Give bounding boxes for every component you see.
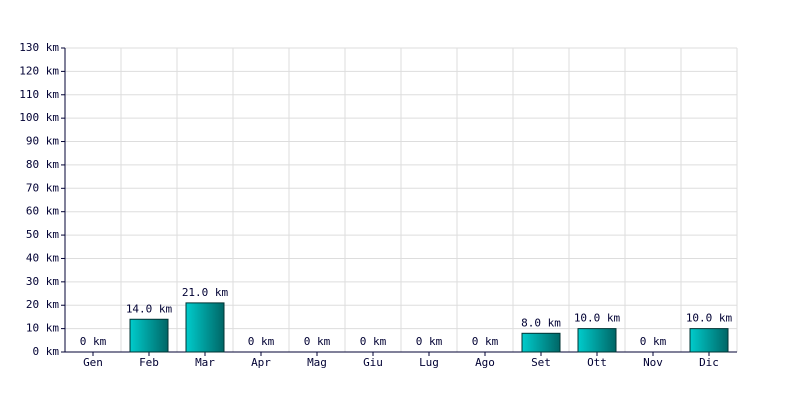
bar: [129, 318, 169, 353]
y-tick-label: 20 km: [26, 298, 59, 311]
x-tick-label: Gen: [83, 356, 103, 369]
bar: [521, 332, 561, 353]
y-tick-label: 80 km: [26, 158, 59, 171]
y-tick-label: 120 km: [19, 64, 59, 77]
value-label: 14.0 km: [126, 302, 173, 315]
y-tick-label: 10 km: [26, 322, 59, 335]
bar: [577, 328, 617, 353]
value-label: 0 km: [640, 335, 667, 348]
x-tick-label: Giu: [363, 356, 383, 369]
y-tick-label: 110 km: [19, 88, 59, 101]
value-label: 0 km: [360, 335, 387, 348]
y-tick-label: 70 km: [26, 181, 59, 194]
value-label: 21.0 km: [182, 286, 229, 299]
x-tick-label: Nov: [643, 356, 663, 369]
x-tick-label: Apr: [251, 356, 271, 369]
bar: [185, 302, 225, 353]
value-label: 0 km: [416, 335, 443, 348]
value-label: 10.0 km: [686, 312, 733, 325]
value-label: 0 km: [472, 335, 499, 348]
value-label: 0 km: [80, 335, 107, 348]
value-label: 10.0 km: [574, 312, 621, 325]
y-tick-label: 100 km: [19, 111, 59, 124]
x-tick-label: Mag: [307, 356, 327, 369]
value-label: 8.0 km: [521, 316, 561, 329]
x-tick-label: Set: [531, 356, 551, 369]
x-tick-label: Ott: [587, 356, 607, 369]
bar: [689, 328, 729, 353]
x-tick-label: Ago: [475, 356, 495, 369]
y-tick-label: 0 km: [33, 345, 60, 358]
x-tick-label: Mar: [195, 356, 215, 369]
x-tick-label: Lug: [419, 356, 439, 369]
x-tick-label: Dic: [699, 356, 719, 369]
y-tick-label: 50 km: [26, 228, 59, 241]
y-tick-label: 30 km: [26, 275, 59, 288]
value-label: 0 km: [304, 335, 331, 348]
x-tick-label: Feb: [139, 356, 159, 369]
y-tick-label: 90 km: [26, 135, 59, 148]
value-label: 0 km: [248, 335, 275, 348]
y-tick-label: 130 km: [19, 41, 59, 54]
y-tick-label: 40 km: [26, 251, 59, 264]
y-tick-label: 60 km: [26, 205, 59, 218]
